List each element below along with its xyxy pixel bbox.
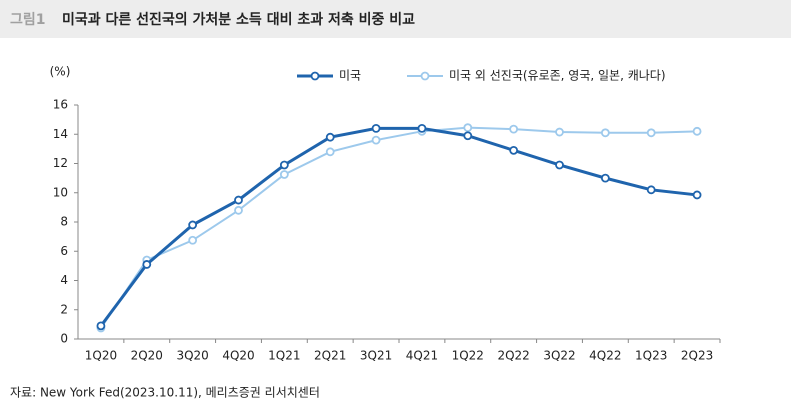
point — [692, 190, 702, 200]
point — [600, 173, 610, 183]
x-tick-label: 4Q20 — [222, 349, 254, 363]
y-tick-label: 2 — [60, 302, 68, 316]
point — [142, 260, 152, 269]
point — [234, 195, 243, 205]
point — [692, 126, 702, 136]
series-line — [99, 126, 698, 327]
figure-label: 그림1 — [10, 12, 46, 28]
point — [646, 185, 656, 195]
x-tick-label: 3Q22 — [543, 349, 575, 363]
y-tick-label: 4 — [60, 273, 68, 287]
x-tick-label: 2Q22 — [497, 349, 529, 363]
point — [234, 205, 243, 215]
y-unit: (%) — [50, 65, 71, 79]
legend-marker — [420, 71, 430, 81]
y-tick-label: 12 — [53, 156, 68, 170]
x-tick-label: 3Q20 — [176, 349, 208, 363]
point — [509, 124, 519, 134]
source: 자료: New York Fed(2023.10.11), 메리츠증권 리서치센… — [10, 386, 320, 400]
y-tick-label: 10 — [53, 185, 68, 199]
y-tick-label: 0 — [60, 332, 68, 346]
point — [188, 220, 198, 230]
point — [188, 235, 198, 245]
point — [463, 123, 473, 133]
x-tick-label: 4Q22 — [589, 349, 621, 363]
point — [555, 127, 564, 137]
point — [279, 170, 289, 179]
point — [371, 135, 381, 145]
x-tick-label: 1Q22 — [452, 349, 484, 363]
point — [325, 132, 335, 142]
title-bar — [0, 0, 791, 38]
x-tick-label: 1Q21 — [268, 349, 300, 363]
series-line — [100, 126, 698, 329]
point — [279, 160, 289, 170]
legend-marker — [310, 71, 320, 81]
point — [509, 145, 519, 155]
point — [600, 128, 610, 138]
point — [96, 321, 106, 331]
point — [646, 128, 656, 138]
legend-label: 미국 외 선진국(유로존, 영국, 일본, 캐나다) — [449, 69, 666, 83]
y-tick-label: 14 — [53, 127, 68, 141]
point — [325, 147, 335, 157]
point — [555, 160, 564, 170]
x-tick-label: 3Q21 — [360, 349, 392, 363]
y-tick-label: 16 — [53, 98, 68, 112]
x-tick-label: 1Q23 — [635, 349, 667, 363]
x-tick-label: 2Q23 — [681, 349, 713, 363]
point — [417, 123, 427, 133]
x-tick-label: 4Q21 — [406, 349, 438, 363]
point — [463, 131, 473, 141]
legend-label: 미국 — [339, 69, 361, 83]
chart-title: 미국과 다른 선진국의 가처분 소득 대비 초과 저축 비중 비교 — [62, 11, 415, 28]
x-tick-label: 2Q21 — [314, 349, 346, 363]
x-tick-label: 1Q20 — [85, 349, 117, 363]
y-tick-label: 6 — [60, 244, 68, 258]
point — [371, 123, 381, 133]
y-tick-label: 8 — [60, 215, 68, 229]
x-tick-label: 2Q20 — [131, 349, 163, 363]
